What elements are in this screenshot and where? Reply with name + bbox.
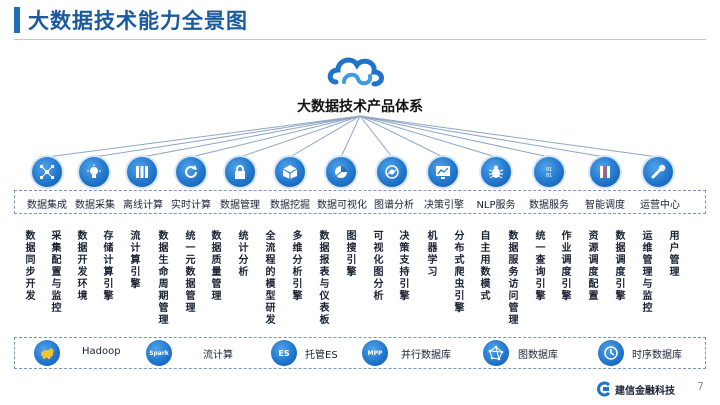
bug-icon[interactable] [481, 157, 511, 187]
capability-item: 决策支持引擎 [399, 231, 410, 302]
wrench-icon[interactable] [643, 157, 673, 187]
svg-text:01: 01 [546, 167, 552, 173]
capability-item: 流计算引擎 [130, 231, 141, 290]
product-label[interactable]: 数据采集 [75, 200, 115, 211]
capability-item: 多维分析引擎 [292, 231, 303, 302]
infrastructure-frame [14, 337, 706, 369]
infra-label[interactable]: Hadoop [82, 346, 121, 357]
infra-label[interactable]: 并行数据库 [401, 350, 451, 361]
capability-item: 数据质量管理 [211, 231, 222, 302]
capability-item: 资源调度配置 [588, 231, 599, 302]
product-label[interactable]: 数据可视化 [317, 200, 367, 211]
brand-logo-icon [597, 381, 611, 397]
cloud-logo-icon [327, 57, 384, 87]
binary-icon[interactable]: 01 01 [534, 157, 564, 187]
network-icon[interactable] [32, 157, 62, 187]
capability-item: 数据开发环境 [77, 231, 88, 302]
capability-item: 图搜引擎 [346, 231, 357, 278]
mpp-icon[interactable]: MPP [362, 340, 388, 366]
pie-icon[interactable] [326, 157, 356, 187]
infra-label[interactable]: 托管ES [305, 350, 338, 361]
es-icon[interactable]: ES [271, 340, 297, 366]
product-label[interactable]: 决策引擎 [424, 200, 464, 211]
monitor-chart-icon[interactable] [428, 157, 458, 187]
es-badge: ES [278, 348, 290, 358]
capability-item: 统一元数据管理 [185, 231, 196, 314]
product-label[interactable]: 数据集成 [27, 200, 67, 211]
capability-item: 机器学习 [427, 231, 438, 278]
capability-item: 存储计算引擎 [103, 231, 114, 302]
refresh-icon[interactable] [176, 157, 206, 187]
product-label[interactable]: 数据管理 [220, 200, 260, 211]
product-label[interactable]: 运营中心 [640, 200, 680, 211]
product-label[interactable]: 图谱分析 [374, 200, 414, 211]
stream-icon[interactable]: Spark [146, 340, 172, 366]
capability-item: 数据生命周期管理 [158, 231, 169, 326]
infra-label[interactable]: 时序数据库 [632, 350, 682, 361]
svg-text:01: 01 [546, 173, 552, 179]
product-label[interactable]: 离线计算 [123, 200, 163, 211]
capability-item: 采集配置与监控 [51, 231, 62, 314]
title-divider [14, 39, 706, 40]
capability-item: 数据调度引擎 [615, 231, 626, 302]
capability-item: 全流程的模型研发 [265, 231, 276, 326]
page-title: 大数据技术能力全景图 [28, 9, 248, 33]
product-label-frame [14, 190, 706, 214]
infra-label[interactable]: 图数据库 [518, 350, 558, 361]
capability-item: 自主用数模式 [480, 231, 491, 302]
capability-item: 分布式爬虫引擎 [454, 231, 465, 314]
product-label[interactable]: NLP服务 [476, 200, 516, 211]
product-label[interactable]: 数据挖掘 [270, 200, 310, 211]
capability-item: 可视化图分析 [373, 231, 384, 302]
capability-item: 运维管理与监控 [642, 231, 653, 314]
product-label[interactable]: 智能调度 [585, 200, 625, 211]
product-label[interactable]: 数据服务 [529, 200, 569, 211]
page-number: 7 [697, 380, 704, 393]
stripes-icon[interactable] [590, 157, 620, 187]
graph-icon[interactable] [377, 157, 407, 187]
capability-item: 统一查询引擎 [535, 231, 546, 302]
clock-icon[interactable] [598, 340, 624, 366]
infra-label[interactable]: 流计算 [203, 350, 233, 361]
hadoop-elephant-icon[interactable] [34, 340, 60, 366]
lightbulb-icon[interactable] [79, 157, 109, 187]
title-accent-bar [14, 7, 20, 33]
capability-item: 数据服务访问管理 [508, 231, 519, 326]
capability-item: 数据报表与仪表板 [319, 231, 330, 326]
mpp-badge: MPP [367, 349, 383, 357]
stream-badge: Spark [149, 349, 169, 357]
system-title: 大数据技术产品体系 [297, 99, 423, 115]
footer-brand: 建信金融科技 [615, 386, 675, 397]
capability-item: 统计分析 [238, 231, 249, 278]
cube-icon[interactable] [275, 157, 305, 187]
lock-icon[interactable] [225, 157, 255, 187]
capability-item: 数据同步开发 [25, 231, 36, 302]
product-label[interactable]: 实时计算 [171, 200, 211, 211]
capability-item: 用户管理 [669, 231, 680, 278]
capability-item: 作业调度引擎 [561, 231, 572, 302]
graph-db-icon[interactable] [483, 340, 509, 366]
server-icon[interactable] [127, 157, 157, 187]
